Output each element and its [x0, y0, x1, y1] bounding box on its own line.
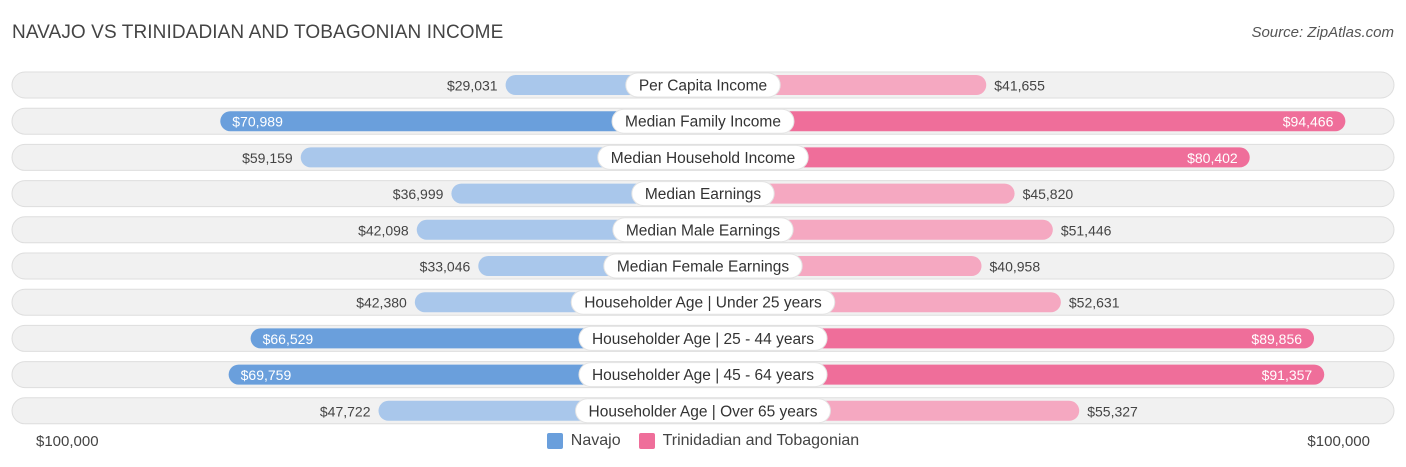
category-pill-8 [578, 325, 828, 351]
trinidadian-value-label-1: $41,655 [994, 78, 1045, 94]
trinidadian-bar-9 [703, 364, 1325, 385]
category-pill-4 [631, 181, 775, 207]
category-pill-6 [603, 253, 803, 279]
legend-swatch-trinidadian [638, 433, 655, 449]
navajo-value-label-9: $69,759 [241, 367, 292, 383]
category-label-2: Median Family Income [625, 114, 781, 131]
trinidadian-value-label-2: $94,466 [1283, 114, 1334, 130]
trinidadian-bar-2 [703, 111, 1346, 132]
category-pill-5 [612, 217, 794, 243]
legend-swatch-navajo [546, 433, 563, 449]
navajo-value-label-2: $70,989 [232, 114, 283, 130]
navajo-value-label-8: $66,529 [263, 331, 314, 347]
category-label-10: Householder Age | Over 65 years [589, 403, 818, 420]
trinidadian-bar-3 [703, 147, 1250, 168]
navajo-bar-2 [220, 111, 704, 132]
category-label-5: Median Male Earnings [626, 222, 780, 239]
trinidadian-value-label-5: $51,446 [1061, 222, 1112, 238]
navajo-value-label-10: $47,722 [320, 403, 371, 419]
axis-left-label: $100,000 [36, 433, 99, 450]
category-label-4: Median Earnings [645, 186, 762, 203]
legend-label-trinidadian: Trinidadian and Tobagonian [662, 432, 860, 449]
chart-title: NAVAJO VS TRINIDADIAN AND TOBAGONIAN INC… [12, 22, 504, 43]
navajo-value-label-5: $42,098 [358, 222, 409, 238]
trinidadian-value-label-10: $55,327 [1087, 403, 1138, 419]
trinidadian-value-label-9: $91,357 [1262, 367, 1313, 383]
trinidadian-bar-4 [703, 183, 1015, 204]
category-label-7: Householder Age | Under 25 years [584, 295, 822, 312]
navajo-value-label-3: $59,159 [242, 150, 293, 166]
category-pill-1 [625, 72, 781, 98]
legend-label-navajo: Navajo [570, 432, 621, 449]
category-label-9: Householder Age | 45 - 64 years [592, 367, 814, 384]
trinidadian-value-label-4: $45,820 [1023, 186, 1074, 202]
trinidadian-value-label-6: $40,958 [990, 259, 1041, 275]
category-pill-3 [597, 144, 809, 170]
legend-item-navajo: Navajo [546, 432, 621, 450]
trinidadian-bar-8 [703, 328, 1315, 349]
legend: Navajo Trinidadian and Tobagonian [0, 432, 1406, 450]
category-label-1: Per Capita Income [639, 78, 767, 95]
navajo-value-label-6: $33,046 [420, 259, 471, 275]
category-label-6: Median Female Earnings [617, 259, 790, 276]
category-label-8: Householder Age | 25 - 44 years [592, 331, 814, 348]
category-pill-10 [575, 398, 831, 424]
category-pill-2 [611, 108, 795, 134]
axis-right-label: $100,000 [1307, 433, 1370, 450]
source-note: Source: ZipAtlas.com [1251, 24, 1394, 41]
trinidadian-value-label-3: $80,402 [1187, 150, 1238, 166]
category-label-3: Median Household Income [611, 150, 795, 167]
category-pill-7 [570, 289, 836, 315]
legend-item-trinidadian: Trinidadian and Tobagonian [638, 432, 860, 450]
trinidadian-value-label-7: $52,631 [1069, 295, 1120, 311]
bar-chart: $29,031 $41,655 Per Capita Income $70,989 $9… [11, 71, 1395, 425]
trinidadian-value-label-8: $89,856 [1251, 331, 1302, 347]
category-pill-9 [578, 362, 828, 388]
navajo-value-label-4: $36,999 [393, 186, 444, 202]
navajo-value-label-1: $29,031 [447, 78, 498, 94]
navajo-value-label-7: $42,380 [356, 295, 407, 311]
